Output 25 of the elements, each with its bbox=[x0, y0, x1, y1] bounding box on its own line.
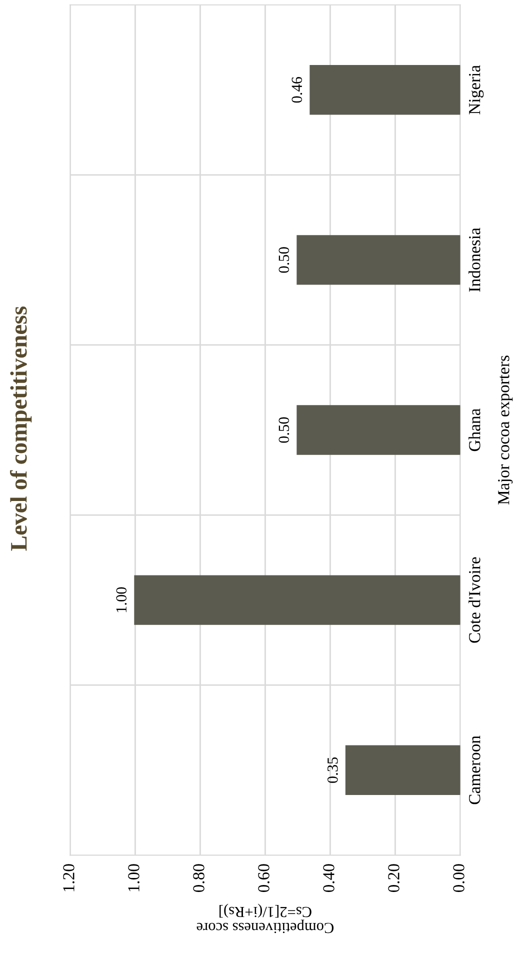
text: Level of competitiveness bbox=[10, 306, 32, 551]
x-axis-title: Competitiveness score Cs=2[1/(i+Rs)] bbox=[196, 904, 334, 934]
data-label: 0.50 bbox=[278, 247, 290, 273]
x-tick-label: 0.60 bbox=[258, 864, 270, 892]
x-tick-label: 0.20 bbox=[388, 864, 400, 892]
bar bbox=[134, 575, 460, 625]
x-tick-label: 0.00 bbox=[453, 864, 464, 892]
x-tick-label: 0.80 bbox=[193, 864, 204, 892]
x-tick-label: 1.20 bbox=[63, 864, 74, 892]
y-tick-label: Nigeria bbox=[469, 65, 484, 114]
y-tick-label: Ghana bbox=[468, 408, 480, 452]
bar bbox=[345, 745, 460, 795]
y-tick-label: Cameroon bbox=[469, 736, 480, 804]
data-label: 0.46 bbox=[292, 76, 302, 103]
x-tick-label: 0.40 bbox=[323, 864, 334, 892]
y-tick-label: Indonesia bbox=[468, 228, 480, 292]
y-tick-label: Cote d'Ivoire bbox=[468, 557, 480, 643]
x-tick-label: 1.00 bbox=[128, 864, 140, 892]
bar bbox=[296, 405, 460, 455]
data-label: 0.35 bbox=[327, 757, 338, 783]
bar bbox=[310, 65, 460, 115]
y-axis-title: Major cocoa exporters bbox=[498, 356, 513, 505]
bar bbox=[296, 235, 460, 285]
data-label: 0.50 bbox=[278, 417, 290, 443]
data-label: 1.00 bbox=[116, 587, 127, 612]
